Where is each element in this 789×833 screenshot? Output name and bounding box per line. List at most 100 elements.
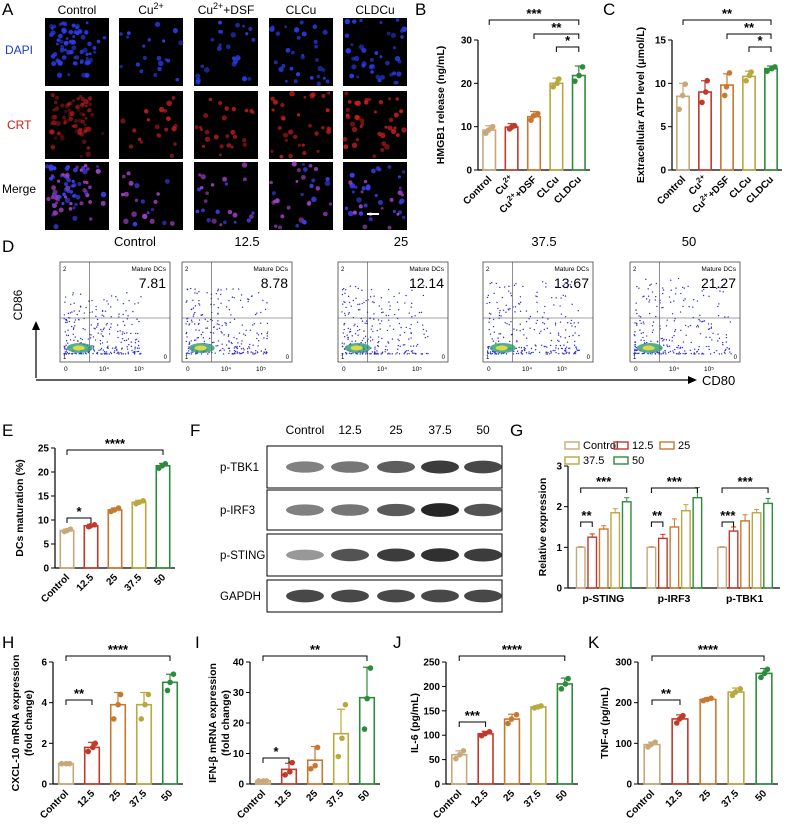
event-dot bbox=[698, 345, 700, 348]
bar bbox=[358, 696, 376, 785]
y-tick-label: 2 bbox=[556, 502, 562, 513]
event-dot bbox=[720, 353, 723, 355]
event-dot bbox=[558, 340, 560, 343]
event-dot bbox=[107, 303, 109, 305]
event-dot bbox=[227, 335, 230, 337]
event-dot bbox=[357, 334, 359, 336]
bar bbox=[764, 67, 778, 171]
event-dot bbox=[410, 302, 413, 305]
cell-dot bbox=[361, 61, 367, 67]
event-dot bbox=[92, 352, 94, 355]
y-tick-label: 150 bbox=[423, 706, 440, 717]
event-dot bbox=[377, 319, 380, 321]
data-point bbox=[485, 127, 492, 133]
event-dot bbox=[724, 352, 726, 355]
sig-label: ** bbox=[310, 642, 321, 657]
cell-dot bbox=[400, 35, 404, 39]
event-dot bbox=[651, 331, 654, 334]
cell-dot bbox=[100, 200, 106, 206]
blot-band bbox=[464, 589, 502, 603]
event-dot bbox=[701, 353, 703, 355]
event-dot bbox=[192, 299, 194, 301]
event-dot bbox=[371, 325, 373, 327]
event-dot bbox=[253, 353, 256, 355]
y-tick-label: 0 bbox=[626, 780, 632, 791]
event-dot bbox=[196, 337, 198, 339]
event-dot bbox=[348, 312, 350, 314]
event-dot bbox=[540, 344, 543, 346]
column-headers: Control Cu2+ Cu2++DSF CLCu CLDCu bbox=[58, 1, 395, 17]
y-tick-label: 10 bbox=[38, 516, 50, 527]
cell-dot bbox=[147, 38, 152, 42]
cell-dot bbox=[78, 30, 82, 34]
group-label: p-TBK1 bbox=[726, 593, 763, 605]
event-dot bbox=[239, 353, 241, 355]
event-dot bbox=[702, 353, 705, 355]
event-dot bbox=[78, 352, 81, 355]
event-dot bbox=[212, 332, 215, 334]
event-dot bbox=[137, 344, 140, 347]
event-dot bbox=[240, 343, 243, 345]
event-dot bbox=[718, 353, 721, 355]
blot-band bbox=[286, 461, 324, 473]
event-dot bbox=[190, 340, 192, 342]
bar bbox=[755, 672, 773, 785]
bar bbox=[680, 510, 691, 589]
event-dot bbox=[566, 286, 568, 289]
event-dot bbox=[67, 334, 70, 337]
event-dot bbox=[136, 338, 138, 340]
micrograph-tiles bbox=[45, 18, 408, 230]
sig-label: ** bbox=[74, 686, 85, 701]
category-label-base: Control bbox=[655, 174, 688, 207]
bar-group bbox=[504, 123, 519, 171]
cell-dot bbox=[210, 183, 215, 187]
event-dot bbox=[95, 305, 97, 308]
event-dot bbox=[341, 342, 343, 344]
cell-dot bbox=[51, 114, 57, 120]
event-dot bbox=[377, 336, 380, 338]
legend-swatch bbox=[659, 441, 675, 450]
event-dot bbox=[373, 295, 375, 297]
event-dot bbox=[635, 309, 637, 311]
bar-group bbox=[306, 744, 324, 785]
event-dot bbox=[186, 320, 189, 323]
bar bbox=[530, 706, 547, 785]
cell-dot bbox=[245, 32, 249, 36]
event-dot bbox=[195, 353, 197, 355]
event-dot bbox=[376, 329, 378, 332]
cell-dot bbox=[251, 37, 256, 42]
y-tick-label: 0 bbox=[41, 780, 47, 791]
event-dot bbox=[634, 345, 636, 348]
event-dot bbox=[717, 305, 719, 308]
event-dot bbox=[640, 339, 642, 341]
y-tick-label: 1 bbox=[556, 543, 562, 554]
event-dot bbox=[682, 352, 684, 355]
sig-bracket bbox=[748, 46, 772, 52]
cell-dot bbox=[351, 56, 356, 61]
sig-bracket bbox=[721, 487, 769, 493]
event-dot bbox=[725, 334, 728, 336]
cell-dot bbox=[166, 100, 172, 107]
event-dot bbox=[137, 350, 140, 353]
event-dot bbox=[380, 320, 383, 322]
cell-dot bbox=[126, 31, 131, 36]
event-dot bbox=[127, 353, 130, 355]
event-dot bbox=[495, 342, 497, 344]
event-dot bbox=[358, 328, 361, 331]
category-label: 50 bbox=[356, 788, 372, 804]
cell-dot bbox=[60, 103, 65, 108]
data-point bbox=[554, 80, 560, 87]
data-point bbox=[761, 670, 768, 677]
event-dot bbox=[185, 340, 187, 343]
cell-dot bbox=[325, 108, 330, 113]
event-dot bbox=[718, 337, 721, 339]
data-point bbox=[314, 744, 321, 751]
event-dot bbox=[529, 327, 531, 329]
event-dot bbox=[185, 331, 188, 334]
event-dot bbox=[670, 279, 672, 281]
cell-dot bbox=[84, 72, 90, 78]
event-dot bbox=[710, 323, 713, 325]
micrograph-tile bbox=[269, 161, 333, 230]
cell-dot bbox=[291, 50, 295, 55]
